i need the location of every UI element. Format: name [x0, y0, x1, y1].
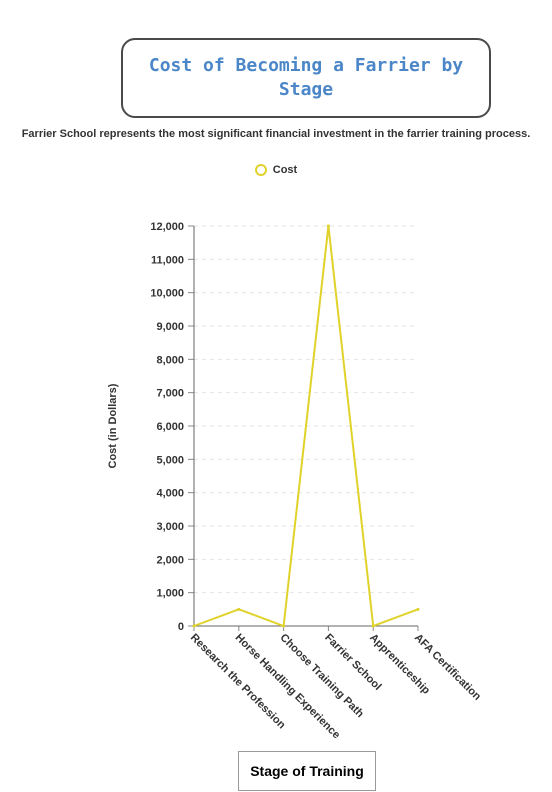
y-tick-label: 8,000	[156, 354, 184, 366]
y-tick-label: 7,000	[156, 388, 184, 400]
y-tick-label: 1,000	[156, 588, 184, 600]
data-point[interactable]	[326, 224, 330, 228]
x-tick-label: Choose Training Path	[277, 632, 366, 721]
data-point[interactable]	[237, 607, 241, 611]
data-point[interactable]	[192, 624, 196, 628]
x-axis-label-box: Stage of Training	[238, 751, 376, 791]
x-axis-label: Stage of Training	[250, 763, 364, 779]
y-axis-label: Cost (in Dollars)	[107, 383, 119, 468]
data-point[interactable]	[282, 624, 286, 628]
y-tick-label: 2,000	[156, 554, 184, 566]
y-tick-label: 4,000	[156, 488, 184, 500]
chart-title-box: Cost of Becoming a Farrier by Stage	[121, 38, 491, 118]
y-axis-ticks: 0 1,000 2,000 3,000 4,000 5,000 6,000 7,000 8,00…	[150, 221, 194, 633]
legend-marker-cost	[254, 164, 267, 176]
grid-lines	[194, 225, 418, 594]
data-points	[192, 224, 420, 628]
chart-title: Cost of Becoming a Farrier by Stage	[148, 55, 464, 100]
legend[interactable]: Cost	[0, 164, 552, 176]
y-tick-label: 12,000	[150, 221, 184, 233]
chart-subtitle: Farrier School represents the most signi…	[21, 128, 531, 140]
series-line-cost	[193, 225, 419, 628]
y-tick-label: 6,000	[156, 421, 184, 433]
y-tick-label: 11,000	[151, 254, 184, 266]
y-tick-label: 5,000	[156, 454, 184, 466]
y-tick-label: 9,000	[156, 321, 184, 333]
data-point[interactable]	[416, 607, 420, 611]
y-tick-label: 3,000	[156, 521, 184, 533]
legend-label-cost: Cost	[272, 164, 298, 176]
x-tick-label: Research the Profession	[188, 632, 288, 732]
y-tick-label: 0	[178, 621, 184, 633]
y-tick-label: 10,000	[150, 288, 184, 300]
data-point[interactable]	[371, 624, 375, 628]
